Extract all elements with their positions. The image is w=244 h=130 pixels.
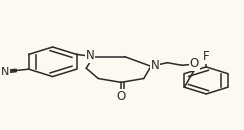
Text: O: O xyxy=(190,57,199,70)
Text: N: N xyxy=(151,59,159,72)
Text: N: N xyxy=(86,49,94,62)
Text: F: F xyxy=(203,50,209,63)
Text: O: O xyxy=(116,90,126,103)
Text: N: N xyxy=(1,67,10,77)
